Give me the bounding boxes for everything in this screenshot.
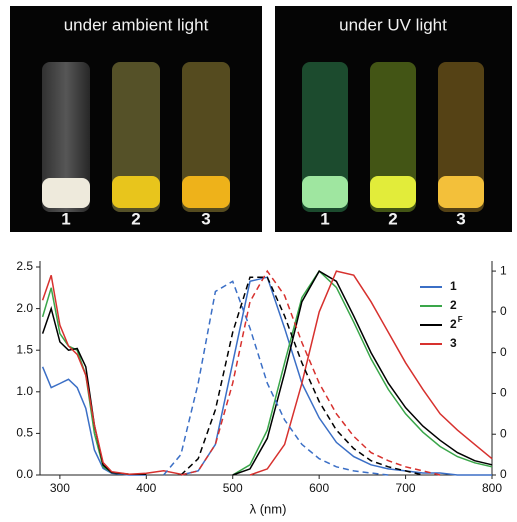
y-tick-label: 1.5 — [16, 342, 33, 356]
powder — [182, 176, 230, 208]
legend-label: 2 — [450, 298, 457, 312]
series-line — [181, 271, 440, 475]
series-line — [181, 277, 492, 475]
y-tick-label: 2.0 — [16, 301, 33, 315]
photo-caption: under ambient light — [64, 15, 209, 34]
vial-label: 3 — [201, 209, 210, 228]
powder — [370, 176, 416, 208]
x-tick-label: 700 — [396, 481, 416, 495]
x-axis-label: λ (nm) — [250, 501, 287, 516]
powder — [438, 176, 484, 208]
x-tick-label: 300 — [50, 481, 70, 495]
x-tick-label: 600 — [309, 481, 329, 495]
y2-tick-label: 0 — [500, 304, 507, 318]
y2-tick-label: 0 — [500, 467, 507, 481]
series-line — [164, 281, 389, 475]
powder — [112, 176, 160, 208]
vial-label: 1 — [61, 209, 70, 228]
legend-label: 2 — [450, 317, 457, 331]
photo-uv: under UV light 1 2 3 — [275, 6, 512, 232]
y-tick-label: 1.0 — [16, 384, 33, 398]
x-tick-label: 800 — [482, 481, 502, 495]
powder — [302, 176, 348, 208]
vial-label: 1 — [320, 209, 329, 228]
powder — [42, 178, 90, 208]
photo-caption: under UV light — [339, 15, 447, 34]
y2-tick-label: 0 — [500, 426, 507, 440]
legend-label: 1 — [450, 279, 457, 293]
x-tick-label: 500 — [223, 481, 243, 495]
x-tick-label: 400 — [136, 481, 156, 495]
series-line — [43, 275, 181, 474]
y-tick-label: 0.0 — [16, 467, 33, 481]
photo-ambient: under ambient light 1 2 3 — [10, 6, 262, 232]
vial-label: 3 — [456, 209, 465, 228]
y2-tick-label: 1 — [500, 263, 507, 277]
legend-superscript: F — [458, 315, 463, 324]
y2-tick-label: 0 — [500, 345, 507, 359]
legend-label: 3 — [450, 336, 457, 350]
page: {"photos": [ {"caption": "under ambient … — [0, 0, 517, 522]
vial-label: 2 — [131, 209, 140, 228]
y-tick-label: 0.5 — [16, 426, 33, 440]
vial-label: 2 — [388, 209, 397, 228]
y2-tick-label: 0 — [500, 386, 507, 400]
y-tick-label: 2.5 — [16, 259, 33, 273]
figure: under ambient light 1 2 3 under UV light… — [0, 0, 517, 522]
